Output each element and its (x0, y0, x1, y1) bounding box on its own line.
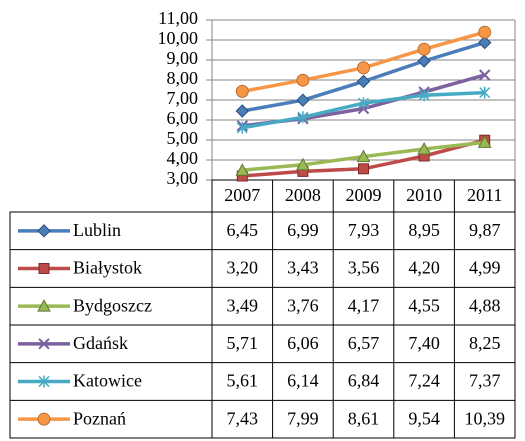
legend-label: Katowice (73, 371, 142, 391)
table-cell: 7,43 (227, 408, 259, 428)
table-cell: 3,49 (227, 295, 259, 315)
point (356, 74, 371, 89)
point (357, 97, 370, 110)
point (235, 84, 249, 98)
y-tick-label: 3,00 (167, 168, 199, 188)
table-cell: 9,87 (469, 220, 501, 240)
table-cell: 10,39 (464, 408, 505, 428)
point (357, 61, 370, 75)
table-cell: 6,99 (287, 220, 319, 240)
table-cell: 6,57 (348, 333, 380, 353)
table-cell: 7,40 (408, 333, 440, 353)
y-tick-label: 4,00 (167, 148, 199, 168)
legend-key-marker (38, 375, 50, 388)
point (235, 104, 250, 118)
point (296, 93, 310, 107)
table-cell: 4,20 (408, 258, 440, 278)
table-cell: 9,54 (408, 408, 440, 428)
table-cell: 3,43 (287, 258, 319, 278)
table-cell: 8,95 (408, 220, 440, 240)
x-tick-label: 2007 (224, 185, 260, 205)
y-tick-label: 8,00 (167, 68, 199, 88)
legend-label: Poznań (73, 408, 126, 428)
legend-key-marker (37, 412, 51, 426)
point (478, 69, 491, 81)
table-cell: 8,61 (348, 408, 380, 428)
legend-key-marker (38, 338, 50, 350)
table-cell: 4,99 (469, 258, 501, 278)
point (477, 35, 492, 50)
table-cell: 3,20 (227, 258, 259, 278)
point (296, 157, 310, 171)
table-cell: 3,76 (287, 295, 319, 315)
table-cell: 7,99 (287, 408, 319, 428)
y-tick-label: 10,00 (158, 28, 199, 48)
table-cell: 7,37 (469, 371, 501, 391)
x-tick-label: 2010 (406, 185, 442, 205)
legend-key-marker (37, 299, 51, 312)
table-cell: 8,25 (469, 333, 501, 353)
point (417, 42, 431, 56)
table-cell: 6,14 (287, 371, 319, 391)
point (479, 86, 491, 99)
legend-label: Lublin (73, 220, 121, 240)
point (235, 163, 250, 176)
x-tick-label: 2008 (285, 185, 321, 205)
table-cell: 3,56 (348, 258, 380, 278)
point (417, 141, 431, 155)
table-cell: 7,93 (348, 220, 380, 240)
point (296, 73, 310, 87)
y-tick-label: 5,00 (167, 128, 199, 148)
legend-label: Bydgoszcz (73, 295, 152, 315)
table-cell: 5,61 (227, 371, 259, 391)
table-cell: 6,06 (287, 333, 319, 353)
x-tick-label: 2011 (467, 185, 502, 205)
table-cell: 4,55 (408, 295, 440, 315)
point (236, 121, 248, 134)
table-cell: 5,71 (227, 333, 259, 353)
legend-label: Białystok (73, 258, 142, 278)
legend-key-marker (38, 263, 50, 274)
point (477, 135, 492, 148)
table-cell: 4,17 (348, 295, 380, 315)
point (297, 111, 309, 124)
table-cell: 4,88 (469, 295, 501, 315)
x-tick-label: 2009 (346, 185, 382, 205)
table-cell: 7,24 (408, 371, 440, 391)
y-tick-label: 9,00 (167, 48, 199, 68)
point (358, 163, 369, 175)
legend-key-marker (37, 224, 51, 238)
point (356, 149, 371, 163)
y-tick-label: 11,00 (158, 8, 198, 28)
point (478, 25, 492, 39)
point (418, 89, 430, 102)
y-tick-label: 6,00 (167, 108, 199, 128)
legend-label: Gdańsk (73, 333, 128, 353)
point (417, 54, 431, 68)
table-cell: 6,45 (227, 220, 259, 240)
y-tick-label: 7,00 (167, 88, 199, 108)
table-cell: 6,84 (348, 371, 380, 391)
